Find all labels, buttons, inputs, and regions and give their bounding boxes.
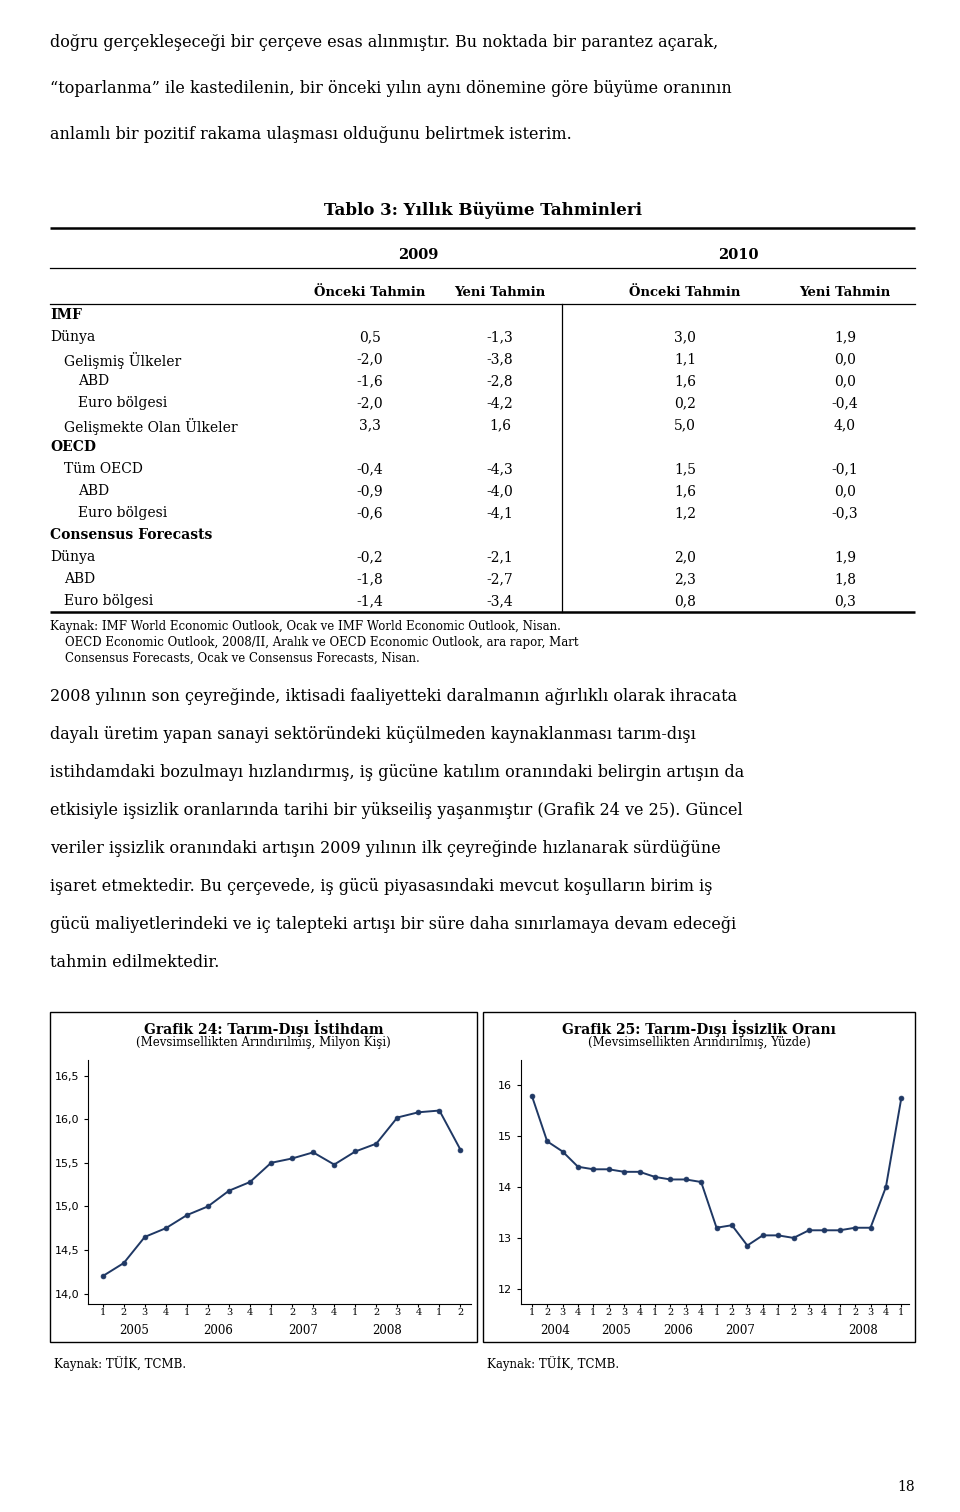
Text: Gelişmiş Ülkeler: Gelişmiş Ülkeler: [64, 352, 181, 369]
Text: ABD: ABD: [78, 373, 109, 389]
Text: 0,5: 0,5: [359, 330, 381, 345]
Text: OECD: OECD: [50, 440, 96, 454]
Text: 2,0: 2,0: [674, 550, 696, 564]
Text: -4,3: -4,3: [487, 463, 514, 476]
Text: 4,0: 4,0: [834, 417, 856, 432]
Text: Consensus Forecasts, Ocak ve Consensus Forecasts, Nisan.: Consensus Forecasts, Ocak ve Consensus F…: [50, 652, 420, 665]
Text: Dünya: Dünya: [50, 330, 95, 345]
Text: Gelişmekte Olan Ülkeler: Gelişmekte Olan Ülkeler: [64, 417, 238, 435]
Text: işaret etmektedir. Bu çerçevede, iş gücü piyasasındaki mevcut koşulların birim i: işaret etmektedir. Bu çerçevede, iş gücü…: [50, 878, 712, 895]
Text: 0,2: 0,2: [674, 396, 696, 410]
Text: -2,8: -2,8: [487, 373, 514, 389]
Text: -0,4: -0,4: [831, 396, 858, 410]
Text: 1,1: 1,1: [674, 352, 696, 366]
Text: 3,0: 3,0: [674, 330, 696, 345]
Text: 2008 yılının son çeyreğinde, iktisadi faaliyetteki daralmanın ağırlıklı olarak i: 2008 yılının son çeyreğinde, iktisadi fa…: [50, 688, 737, 705]
Text: 2008: 2008: [848, 1325, 877, 1337]
Text: 0,8: 0,8: [674, 594, 696, 608]
Text: Euro bölgesi: Euro bölgesi: [64, 594, 154, 608]
Text: 0,0: 0,0: [834, 352, 856, 366]
Text: Dünya: Dünya: [50, 550, 95, 564]
Text: anlamlı bir pozitif rakama ulaşması olduğunu belirtmek isterim.: anlamlı bir pozitif rakama ulaşması oldu…: [50, 125, 572, 144]
Text: “toparlanma” ile kastedilenin, bir önceki yılın aynı dönemine göre büyüme oranın: “toparlanma” ile kastedilenin, bir öncek…: [50, 80, 732, 97]
Text: Kaynak: TÜİK, TCMB.: Kaynak: TÜİK, TCMB.: [54, 1356, 186, 1371]
Text: 2007: 2007: [725, 1325, 755, 1337]
Text: -4,1: -4,1: [487, 507, 514, 520]
Text: -4,0: -4,0: [487, 484, 514, 497]
Text: Euro bölgesi: Euro bölgesi: [78, 396, 167, 410]
Text: 0,0: 0,0: [834, 484, 856, 497]
Text: Consensus Forecasts: Consensus Forecasts: [50, 528, 212, 541]
Text: -1,6: -1,6: [356, 373, 383, 389]
Text: -0,3: -0,3: [831, 507, 858, 520]
Text: 2004: 2004: [540, 1325, 570, 1337]
Text: -4,2: -4,2: [487, 396, 514, 410]
Text: -3,8: -3,8: [487, 352, 514, 366]
Text: Tüm OECD: Tüm OECD: [64, 463, 143, 476]
Text: etkisiyle işsizlik oranlarında tarihi bir yükseiliş yaşanmıştır (Grafik 24 ve 25: etkisiyle işsizlik oranlarında tarihi bi…: [50, 801, 743, 820]
Text: -1,4: -1,4: [356, 594, 383, 608]
Text: (Mevsimsellikten Arındırılmış, Yüzde): (Mevsimsellikten Arındırılmış, Yüzde): [588, 1036, 810, 1049]
Text: 2005: 2005: [602, 1325, 632, 1337]
Text: 3,3: 3,3: [359, 417, 381, 432]
Text: Önceki Tahmin: Önceki Tahmin: [630, 286, 741, 299]
Text: 2006: 2006: [663, 1325, 693, 1337]
Text: Yeni Tahmin: Yeni Tahmin: [454, 286, 545, 299]
Text: 2,3: 2,3: [674, 572, 696, 587]
Text: 1,8: 1,8: [834, 572, 856, 587]
Text: 2010: 2010: [718, 248, 758, 262]
Text: Kaynak: IMF World Economic Outlook, Ocak ve IMF World Economic Outlook, Nisan.: Kaynak: IMF World Economic Outlook, Ocak…: [50, 620, 561, 634]
Text: (Mevsimsellikten Arındırılmış, Milyon Kişi): (Mevsimsellikten Arındırılmış, Milyon Ki…: [136, 1036, 391, 1049]
Text: Grafik 25: Tarım-Dışı İşsizlik Oranı: Grafik 25: Tarım-Dışı İşsizlik Oranı: [562, 1021, 836, 1037]
Text: Kaynak: TÜİK, TCMB.: Kaynak: TÜİK, TCMB.: [487, 1356, 619, 1371]
Text: Euro bölgesi: Euro bölgesi: [78, 507, 167, 520]
Text: gücü maliyetlerindeki ve iç talepteki artışı bir süre daha sınırlamaya devam ede: gücü maliyetlerindeki ve iç talepteki ar…: [50, 916, 736, 933]
Text: Yeni Tahmin: Yeni Tahmin: [800, 286, 891, 299]
Text: -2,0: -2,0: [357, 396, 383, 410]
Text: tahmin edilmektedir.: tahmin edilmektedir.: [50, 954, 220, 971]
Text: 2009: 2009: [398, 248, 439, 262]
Text: Önceki Tahmin: Önceki Tahmin: [314, 286, 425, 299]
Text: istihdamdaki bozulmayı hızlandırmış, iş gücüne katılım oranındaki belirgin artış: istihdamdaki bozulmayı hızlandırmış, iş …: [50, 764, 744, 782]
Text: ABD: ABD: [78, 484, 109, 497]
Text: -3,4: -3,4: [487, 594, 514, 608]
Text: -2,1: -2,1: [487, 550, 514, 564]
Text: 2008: 2008: [372, 1325, 401, 1337]
Text: -2,0: -2,0: [357, 352, 383, 366]
Text: dayalı üretim yapan sanayi sektöründeki küçülmeden kaynaklanması tarım-dışı: dayalı üretim yapan sanayi sektöründeki …: [50, 726, 696, 742]
Text: 2006: 2006: [204, 1325, 233, 1337]
Text: -0,6: -0,6: [357, 507, 383, 520]
Text: 1,6: 1,6: [489, 417, 511, 432]
Text: 0,0: 0,0: [834, 373, 856, 389]
Text: doğru gerçekleşeceği bir çerçeve esas alınmıştır. Bu noktada bir parantez açarak: doğru gerçekleşeceği bir çerçeve esas al…: [50, 33, 718, 51]
Text: 1,9: 1,9: [834, 550, 856, 564]
Text: 2005: 2005: [119, 1325, 149, 1337]
Text: -1,3: -1,3: [487, 330, 514, 345]
Text: 2007: 2007: [288, 1325, 318, 1337]
Text: 5,0: 5,0: [674, 417, 696, 432]
Text: OECD Economic Outlook, 2008/II, Aralık ve OECD Economic Outlook, ara rapor, Mart: OECD Economic Outlook, 2008/II, Aralık v…: [50, 637, 579, 649]
Text: 1,6: 1,6: [674, 373, 696, 389]
Text: 18: 18: [898, 1480, 915, 1494]
Text: 0,3: 0,3: [834, 594, 856, 608]
Text: 1,2: 1,2: [674, 507, 696, 520]
Text: -0,1: -0,1: [831, 463, 858, 476]
Text: -0,2: -0,2: [357, 550, 383, 564]
Text: 1,5: 1,5: [674, 463, 696, 476]
Text: Grafik 24: Tarım-Dışı İstihdam: Grafik 24: Tarım-Dışı İstihdam: [144, 1021, 383, 1037]
Text: 1,9: 1,9: [834, 330, 856, 345]
Text: ABD: ABD: [64, 572, 95, 587]
Text: 1,6: 1,6: [674, 484, 696, 497]
Text: -0,4: -0,4: [356, 463, 383, 476]
Text: IMF: IMF: [50, 308, 82, 322]
Text: -2,7: -2,7: [487, 572, 514, 587]
Text: Tablo 3: Yıllık Büyüme Tahminleri: Tablo 3: Yıllık Büyüme Tahminleri: [324, 203, 641, 219]
Text: -0,9: -0,9: [357, 484, 383, 497]
Text: veriler işsizlik oranındaki artışın 2009 yılının ilk çeyreğinde hızlanarak sürdü: veriler işsizlik oranındaki artışın 2009…: [50, 841, 721, 857]
Text: -1,8: -1,8: [356, 572, 383, 587]
